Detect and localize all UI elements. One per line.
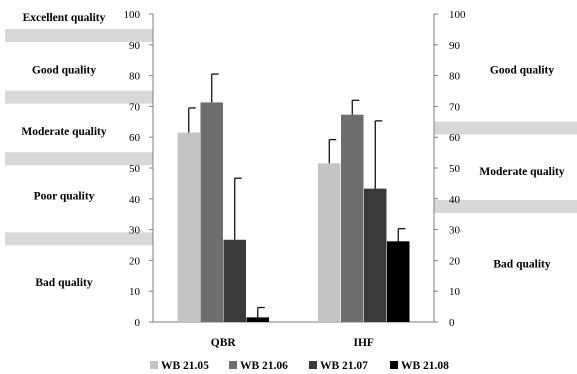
left-tick-label: 60 <box>129 132 141 144</box>
right-tick-label: 60 <box>449 132 461 144</box>
legend-label: WB 21.07 <box>320 360 368 372</box>
right-tick-label: 10 <box>449 286 461 298</box>
right-tick-label: 0 <box>449 317 455 329</box>
legend-swatch <box>150 361 158 369</box>
left-tick-label: 80 <box>129 71 141 83</box>
right-tick-label: 90 <box>449 40 461 52</box>
left-quality-band <box>5 90 153 104</box>
bar <box>364 188 387 322</box>
right-tick-label: 20 <box>449 255 461 267</box>
bar <box>387 241 410 322</box>
left-tick-label: 90 <box>129 40 141 52</box>
right-tick-label: 70 <box>449 101 461 113</box>
right-tick-label: 80 <box>449 71 461 83</box>
left-quality-label: Moderate quality <box>21 126 107 138</box>
left-quality-label: Poor quality <box>34 191 95 203</box>
bar <box>318 163 341 322</box>
legend-label: WB 21.05 <box>161 360 209 372</box>
left-quality-band <box>5 232 153 246</box>
category-label: IHF <box>354 337 374 349</box>
right-tick-label: 100 <box>449 9 466 21</box>
left-quality-label: Good quality <box>32 64 96 76</box>
left-quality-label: Bad quality <box>35 277 92 289</box>
legend-swatch <box>309 361 317 369</box>
left-tick-label: 40 <box>129 194 141 206</box>
bar <box>246 317 269 322</box>
left-tick-label: 20 <box>129 255 141 267</box>
bar <box>200 102 223 323</box>
left-tick-label: 0 <box>135 317 141 329</box>
left-tick-label: 70 <box>129 101 141 113</box>
legend-label: WB 21.06 <box>240 360 288 372</box>
left-quality-band <box>5 29 153 43</box>
left-tick-label: 30 <box>129 225 141 237</box>
left-tick-label: 100 <box>124 9 141 21</box>
left-tick-label: 50 <box>129 163 141 175</box>
right-quality-label: Moderate quality <box>479 166 565 178</box>
right-quality-label: Good quality <box>490 64 554 76</box>
category-label: QBR <box>211 337 237 349</box>
left-tick-label: 10 <box>129 286 141 298</box>
left-quality-band <box>5 152 153 166</box>
legend-swatch <box>390 361 398 369</box>
right-tick-label: 40 <box>449 194 461 206</box>
legend-label: WB 21.08 <box>401 360 449 372</box>
bar <box>223 239 246 322</box>
bar <box>177 132 200 322</box>
right-quality-label: Bad quality <box>493 258 550 270</box>
left-quality-label: Excellent quality <box>23 12 106 24</box>
bar <box>341 114 364 322</box>
right-tick-label: 50 <box>449 163 461 175</box>
right-quality-band <box>434 200 577 213</box>
right-quality-band <box>434 121 577 135</box>
right-tick-label: 30 <box>449 225 461 237</box>
legend-swatch <box>229 361 237 369</box>
